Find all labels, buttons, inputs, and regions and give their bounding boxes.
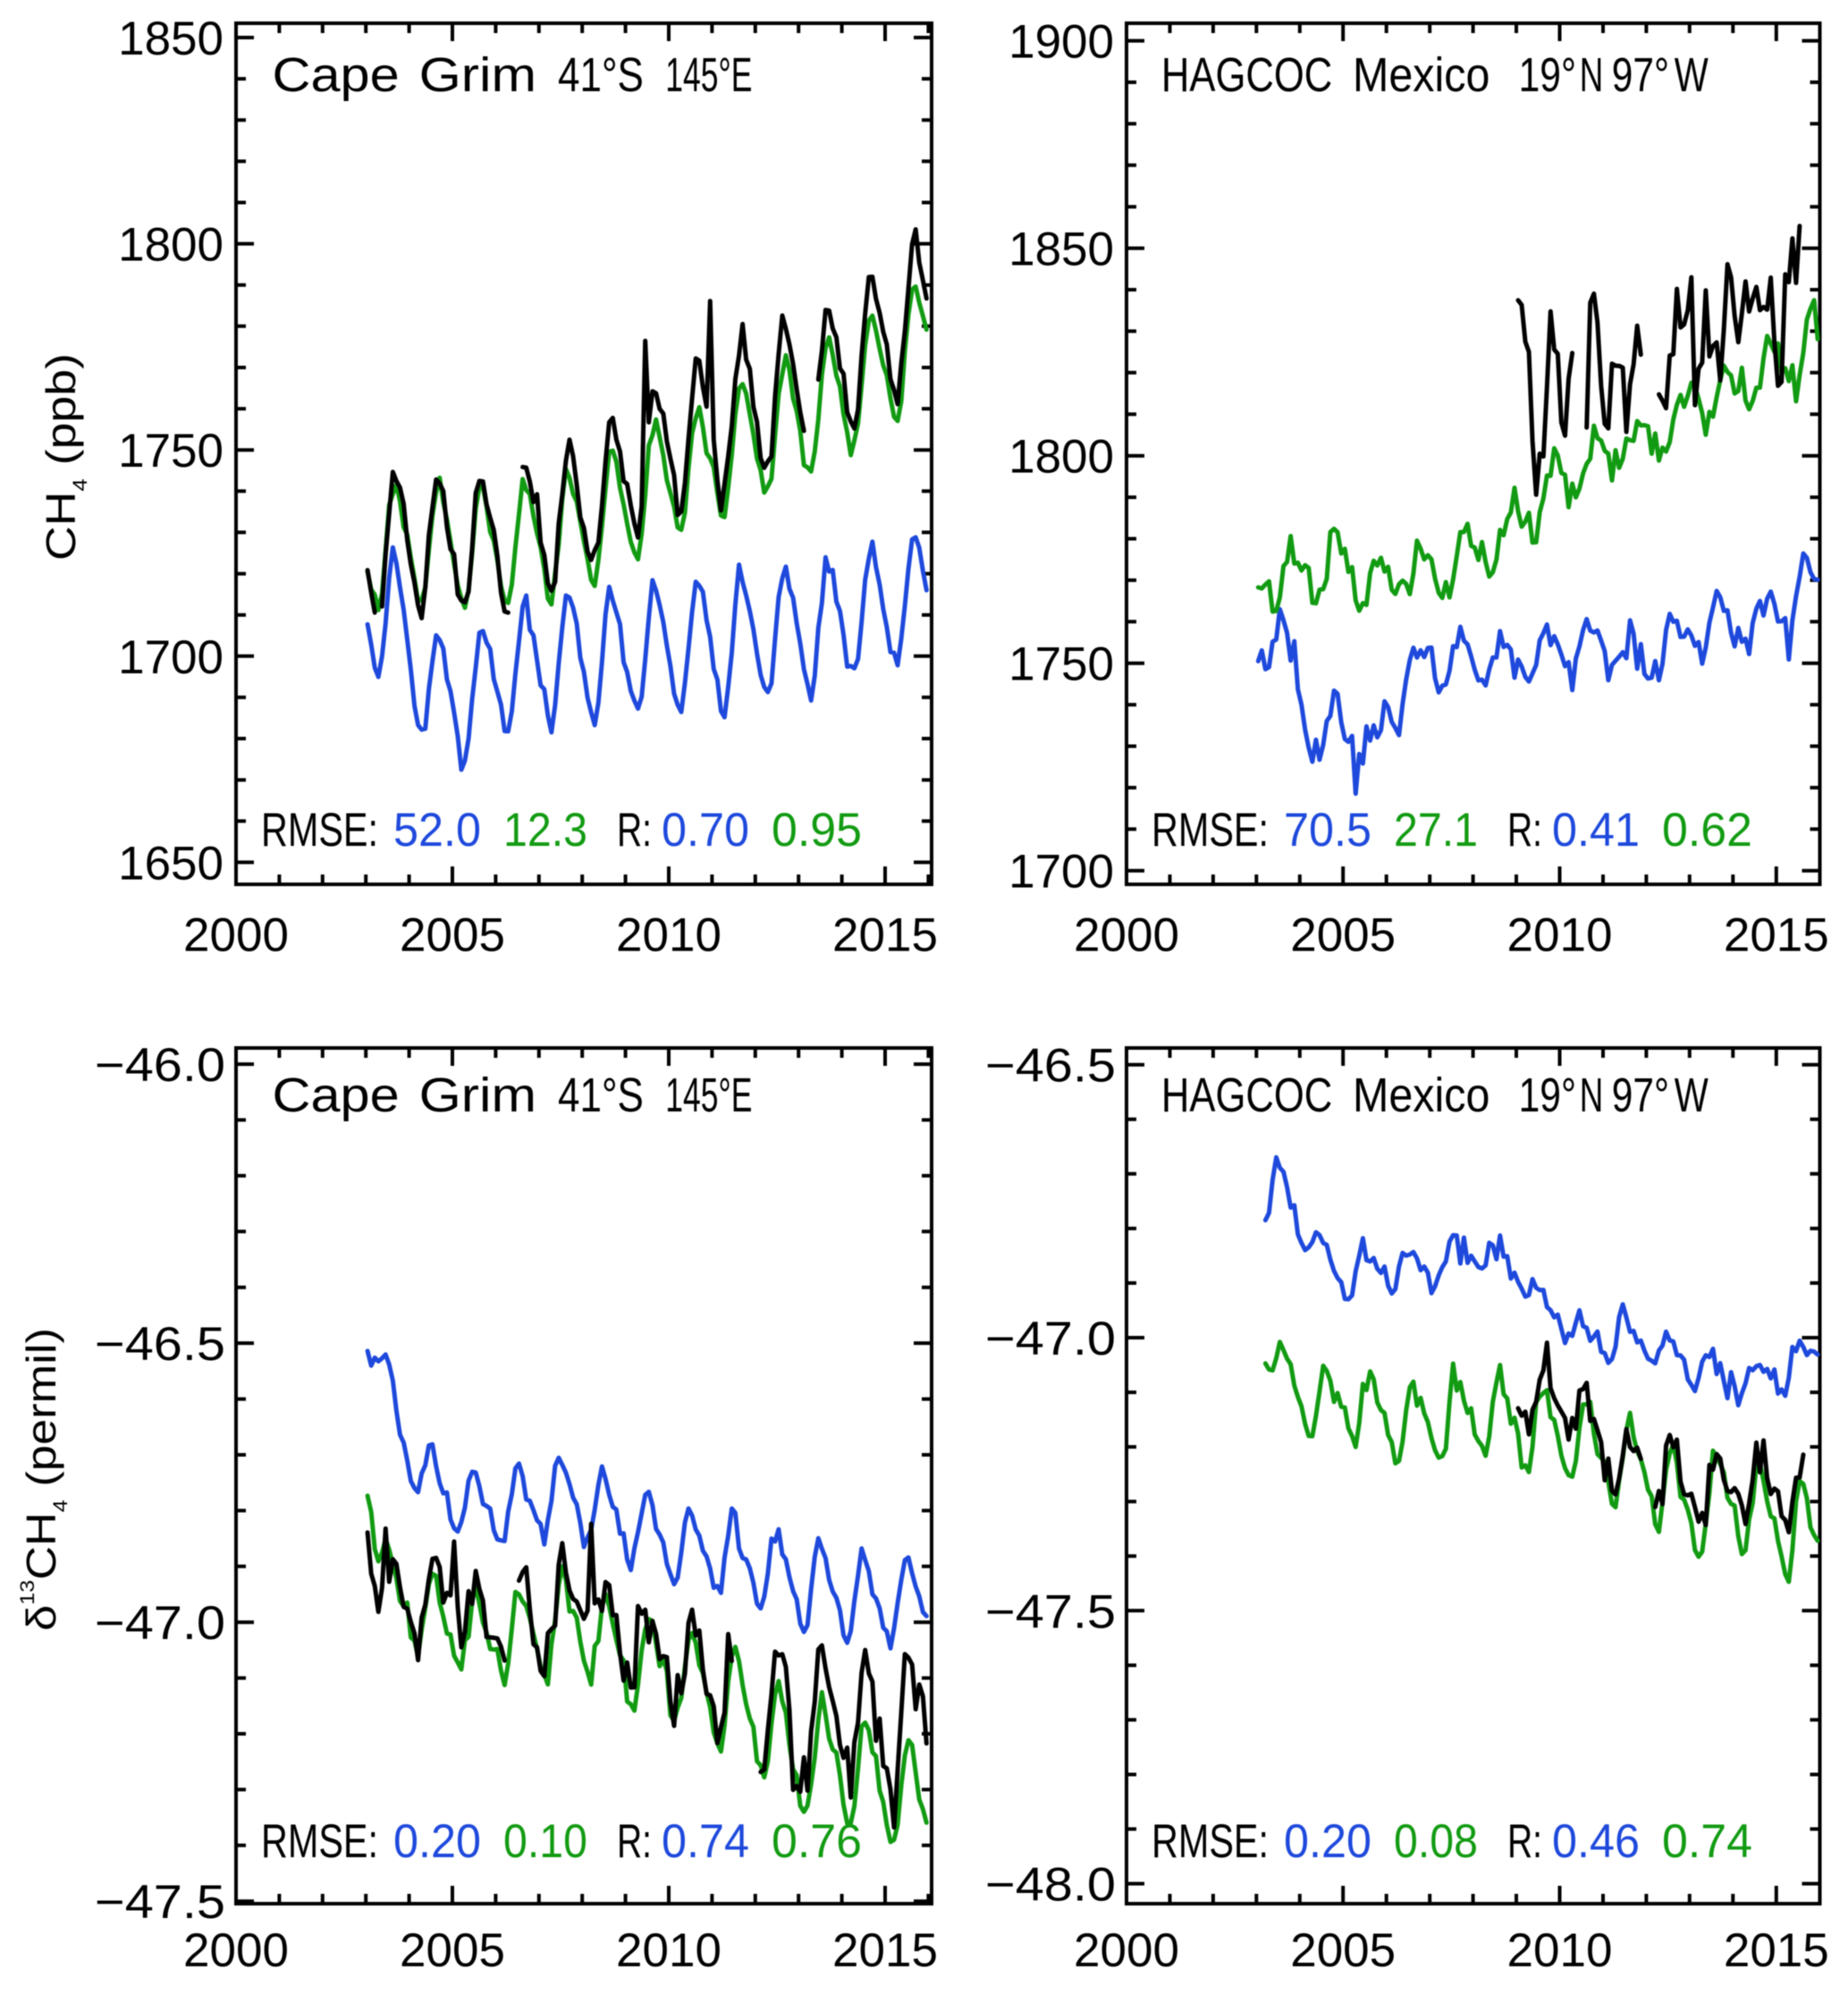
svg-text:41°S: 41°S — [558, 1069, 644, 1122]
svg-text:Cape: Cape — [273, 1069, 400, 1122]
svg-text:1900: 1900 — [1008, 16, 1114, 69]
svg-text:41°S: 41°S — [558, 48, 644, 102]
svg-text:W: W — [1675, 1069, 1709, 1122]
svg-text:−46.5: −46.5 — [985, 1040, 1116, 1093]
svg-text:N: N — [1580, 48, 1604, 102]
svg-text:1750: 1750 — [118, 425, 224, 477]
svg-text:2015: 2015 — [832, 909, 938, 962]
svg-text:2005: 2005 — [1290, 909, 1396, 962]
svg-text:0.62: 0.62 — [1662, 804, 1752, 857]
svg-text:−47.5: −47.5 — [985, 1585, 1116, 1638]
svg-text:2005: 2005 — [400, 1924, 505, 1977]
svg-text:0.74: 0.74 — [662, 1815, 749, 1868]
svg-text:0.95: 0.95 — [772, 804, 862, 857]
svg-text:27.1: 27.1 — [1394, 804, 1478, 857]
svg-text:1700: 1700 — [1008, 846, 1114, 899]
svg-text:12.3: 12.3 — [503, 804, 587, 857]
svg-text:1750: 1750 — [1008, 638, 1114, 691]
svg-text:RMSE:: RMSE: — [261, 1815, 378, 1868]
svg-text:0.46: 0.46 — [1552, 1815, 1640, 1868]
svg-text:HAGCOC: HAGCOC — [1161, 1069, 1332, 1122]
svg-text:−48.0: −48.0 — [985, 1859, 1116, 1912]
svg-text:N: N — [1580, 1069, 1604, 1122]
svg-text:−47.0: −47.0 — [985, 1313, 1116, 1365]
svg-text:−47.0: −47.0 — [95, 1597, 225, 1650]
svg-text:CH4 (ppb): CH4 (ppb) — [38, 353, 91, 561]
svg-text:97°: 97° — [1612, 48, 1669, 102]
svg-text:W: W — [1675, 48, 1709, 102]
svg-text:19°: 19° — [1519, 48, 1576, 102]
svg-text:0.76: 0.76 — [772, 1815, 862, 1868]
svg-text:0.74: 0.74 — [1662, 1815, 1752, 1868]
svg-text:19°: 19° — [1519, 1069, 1576, 1122]
svg-text:RMSE:: RMSE: — [1152, 804, 1269, 857]
svg-text:−47.5: −47.5 — [95, 1876, 225, 1929]
svg-text:70.5: 70.5 — [1284, 804, 1371, 857]
svg-text:Grim: Grim — [419, 48, 536, 102]
svg-text:145°E: 145°E — [665, 1069, 752, 1122]
svg-text:2010: 2010 — [1507, 909, 1613, 962]
svg-text:−46.5: −46.5 — [95, 1318, 225, 1371]
svg-text:1700: 1700 — [118, 631, 224, 684]
svg-text:R:: R: — [1507, 804, 1542, 857]
svg-text:2015: 2015 — [1724, 1924, 1829, 1977]
svg-text:R:: R: — [1507, 1815, 1542, 1868]
svg-text:52.0: 52.0 — [393, 804, 481, 857]
svg-text:1650: 1650 — [118, 837, 224, 890]
svg-text:R:: R: — [617, 804, 652, 857]
svg-text:2015: 2015 — [832, 1924, 938, 1977]
svg-text:1800: 1800 — [118, 219, 224, 272]
svg-text:HAGCOC: HAGCOC — [1161, 48, 1332, 102]
svg-text:0.41: 0.41 — [1552, 804, 1640, 857]
svg-text:2000: 2000 — [183, 909, 289, 962]
svg-text:0.08: 0.08 — [1394, 1815, 1478, 1868]
svg-text:2000: 2000 — [1074, 1924, 1179, 1977]
svg-text:R:: R: — [617, 1815, 652, 1868]
svg-text:0.20: 0.20 — [1284, 1815, 1371, 1868]
svg-text:Mexico: Mexico — [1353, 48, 1489, 102]
svg-text:97°: 97° — [1612, 1069, 1669, 1122]
svg-text:0.10: 0.10 — [503, 1815, 587, 1868]
svg-text:0.70: 0.70 — [662, 804, 749, 857]
svg-text:δ13CH4 (permil): δ13CH4 (permil) — [16, 1328, 72, 1631]
svg-text:145°E: 145°E — [665, 48, 752, 102]
svg-text:Mexico: Mexico — [1353, 1069, 1489, 1122]
svg-text:1850: 1850 — [118, 13, 224, 65]
svg-text:2005: 2005 — [400, 909, 505, 962]
svg-text:Grim: Grim — [419, 1069, 536, 1122]
svg-text:2010: 2010 — [616, 909, 721, 962]
svg-text:2010: 2010 — [1507, 1924, 1613, 1977]
svg-text:1850: 1850 — [1008, 224, 1114, 276]
svg-text:1800: 1800 — [1008, 431, 1114, 484]
svg-text:0.20: 0.20 — [393, 1815, 481, 1868]
svg-text:2005: 2005 — [1290, 1924, 1396, 1977]
svg-text:2015: 2015 — [1724, 909, 1829, 962]
svg-text:2010: 2010 — [616, 1924, 721, 1977]
svg-text:2000: 2000 — [1074, 909, 1179, 962]
svg-text:RMSE:: RMSE: — [1152, 1815, 1269, 1868]
svg-text:2000: 2000 — [183, 1924, 289, 1977]
svg-text:−46.0: −46.0 — [95, 1039, 225, 1092]
svg-text:Cape: Cape — [273, 48, 400, 102]
svg-text:RMSE:: RMSE: — [261, 804, 378, 857]
